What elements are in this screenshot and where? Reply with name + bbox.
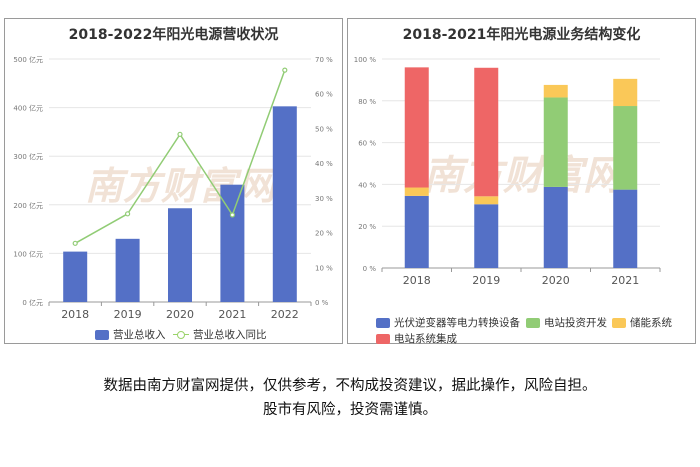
y-tick-label: 40 % (358, 181, 376, 189)
y-right-tick-label: 0 % (315, 299, 329, 307)
legend-integration: 电站系统集成 (376, 331, 457, 346)
y-tick-label: 80 % (358, 98, 376, 106)
y-left-tick-label: 200 亿元 (13, 201, 43, 210)
y-left-tick-label: 300 亿元 (13, 152, 43, 161)
y-right-tick-label: 50 % (315, 125, 333, 133)
revenue-bar (115, 238, 140, 302)
watermark-text: 南方财富网 (85, 164, 280, 208)
legend-inverter: 光伏逆变器等电力转换设备 (376, 315, 520, 330)
legend-station-dev-label: 电站投资开发 (544, 317, 607, 329)
disclaimer-line-1: 数据由南方财富网提供，仅供参考，不构成投资建议，据此操作，风险自担。 (103, 378, 597, 394)
stacked-bar-segment (404, 195, 429, 268)
stacked-bar-segment (613, 189, 638, 268)
x-tick-label: 2019 (472, 274, 500, 287)
y-tick-label: 100 % (354, 56, 377, 64)
revenue-bar (63, 251, 88, 302)
legend-revenue-swatch (95, 329, 109, 340)
y-left-tick-label: 0 亿元 (22, 298, 43, 307)
x-tick-label: 2020 (166, 308, 194, 321)
legend-yoy-swatch (173, 330, 189, 340)
disclaimer-line-2: 股市有风险，投资需谨慎。 (263, 402, 437, 418)
revenue-bar (272, 106, 297, 303)
stacked-bar-segment (543, 186, 568, 268)
yoy-point (229, 212, 235, 218)
legend-integration-label: 电站系统集成 (394, 333, 457, 345)
yoy-point (282, 67, 288, 73)
y-tick-label: 60 % (358, 140, 376, 148)
y-right-tick-label: 60 % (315, 91, 333, 99)
stacked-bar-segment (404, 187, 429, 196)
stacked-bar-segment (474, 196, 499, 205)
yoy-point (72, 240, 78, 246)
legend-yoy: 营业总收入同比 (173, 327, 267, 342)
stacked-bar-segment (474, 67, 499, 197)
y-right-tick-label: 10 % (315, 264, 333, 272)
y-tick-label: 20 % (358, 223, 376, 231)
stacked-bar-segment (543, 84, 568, 98)
y-right-tick-label: 40 % (315, 160, 333, 168)
y-left-tick-label: 100 亿元 (13, 249, 43, 258)
revenue-chart-title: 2018-2022年阳光电源营收状况 (68, 27, 279, 43)
stacked-bar-segment (474, 204, 499, 268)
x-tick-label: 2018 (403, 274, 431, 287)
stacked-bar-segment (613, 78, 638, 107)
legend-storage-swatch (612, 317, 626, 328)
legend-station-dev: 电站投资开发 (526, 315, 607, 330)
structure-chart-panel: 2018-2021年阳光电源业务结构变化 南方财富网 0 % 20 % 40 % 60 … (347, 18, 696, 346)
y-right-tick-label: 30 % (315, 195, 333, 203)
legend-revenue-label: 营业总收入 (113, 329, 166, 341)
legend-inverter-label: 光伏逆变器等电力转换设备 (394, 317, 520, 329)
legend-storage-label: 储能系统 (630, 317, 672, 329)
revenue-chart-panel: 2018-2022年阳光电源营收状况 南方财富网 0 亿元 100 亿元 200 亿元… (4, 18, 343, 344)
structure-chart-title: 2018-2021年阳光电源业务结构变化 (402, 27, 641, 43)
legend-inverter-swatch (376, 317, 390, 328)
x-tick-label: 2021 (218, 308, 246, 321)
legend-station-dev-swatch (526, 317, 540, 328)
y-right-tick-label: 70 % (315, 56, 333, 64)
legend-storage: 储能系统 (612, 315, 672, 330)
x-tick-label: 2018 (61, 308, 89, 321)
revenue-chart-svg: 南方财富网 0 亿元 100 亿元 200 亿元 300 亿元 400 亿元 500 亿元 0… (13, 55, 333, 321)
y-tick-label: 0 % (363, 265, 377, 273)
y-left-tick-label: 400 亿元 (13, 104, 43, 113)
legend-revenue: 营业总收入 (95, 327, 166, 342)
watermark-text: 南方财富网 (423, 153, 629, 199)
disclaimer: 数据由南方财富网提供，仅供参考，不构成投资建议，据此操作，风险自担。 股市有风险… (0, 374, 700, 422)
legend-yoy-label: 营业总收入同比 (193, 329, 267, 341)
yoy-point (177, 131, 183, 137)
x-tick-label: 2020 (542, 274, 570, 287)
yoy-point (124, 211, 131, 217)
revenue-bar (168, 208, 192, 302)
x-tick-label: 2019 (114, 308, 142, 321)
legend-integration-swatch (376, 333, 390, 344)
y-right-tick-label: 20 % (315, 230, 333, 238)
y-left-tick-label: 500 亿元 (13, 55, 43, 64)
structure-chart-svg: 南方财富网 0 % 20 % 40 % 60 % 80 % 100 % 2018 2019 202… (354, 56, 661, 287)
revenue-bar (220, 184, 245, 302)
x-tick-label: 2022 (271, 308, 299, 321)
stacked-bar-segment (613, 106, 638, 190)
stacked-bar-segment (543, 97, 568, 187)
x-tick-label: 2021 (611, 274, 639, 287)
stacked-bar-segment (404, 67, 429, 188)
